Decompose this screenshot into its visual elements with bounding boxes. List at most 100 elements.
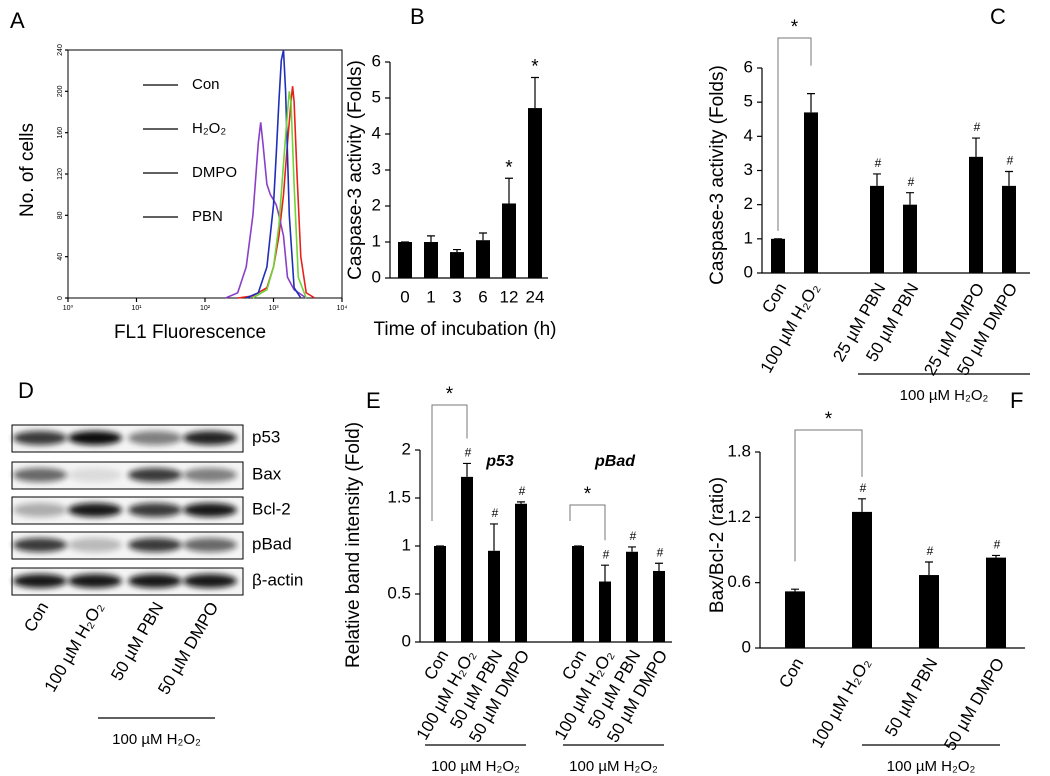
panel-letter: D	[18, 378, 34, 403]
bar	[515, 503, 527, 642]
error-bar	[463, 462, 471, 477]
bar	[785, 591, 805, 648]
x-tick-label: 3	[452, 287, 461, 306]
significance-marker: #	[492, 506, 499, 520]
bar	[398, 242, 412, 278]
y-tick-label: 6	[744, 57, 753, 76]
bracket-label: *	[825, 409, 833, 430]
panel-letter: E	[366, 388, 381, 413]
legend-label: DMPO	[192, 164, 237, 181]
y-tick-label: 1.8	[727, 441, 751, 460]
y-tick-label: 0	[57, 296, 64, 300]
error-bar	[655, 562, 663, 571]
error-bar	[791, 588, 799, 592]
y-tick-label: 1.5	[387, 487, 411, 506]
y-tick-label: 1	[372, 231, 381, 250]
bar	[903, 204, 917, 273]
y-axis-label: No. of cells	[17, 123, 38, 217]
significance-marker: *	[531, 56, 539, 77]
bar	[461, 476, 473, 642]
error-bar	[858, 498, 866, 512]
significance-marker: #	[875, 156, 882, 170]
blot-row-label: β-actin	[252, 570, 303, 589]
error-bar	[479, 232, 487, 241]
blot-lane-label: 50 µM PBN	[107, 599, 167, 684]
error-bar	[517, 501, 525, 504]
group-label: 100 µM H₂O₂	[569, 758, 658, 775]
bracket-label: *	[584, 484, 592, 505]
bar	[599, 581, 611, 642]
blot-lane-label: Con	[20, 599, 52, 636]
error-bar	[807, 93, 815, 113]
group-label: 100 µM H₂O₂	[887, 758, 976, 775]
error-bar	[628, 546, 636, 552]
y-tick-label: 120	[57, 168, 64, 180]
blot-band	[128, 503, 182, 517]
blot-band	[128, 431, 182, 445]
significance-bracket	[794, 429, 863, 562]
bar	[488, 550, 500, 642]
blot-band	[183, 538, 237, 552]
x-tick-label: 10¹	[131, 305, 142, 312]
error-bar	[925, 561, 933, 576]
y-tick-label: 1.2	[727, 507, 751, 526]
significance-marker: #	[603, 547, 610, 561]
y-tick-label: 0	[402, 631, 411, 650]
blot-band	[13, 538, 67, 552]
y-tick-label: 4	[372, 123, 381, 142]
bar	[476, 240, 490, 278]
y-tick-label: 200	[57, 85, 64, 97]
histogram-line	[237, 86, 316, 299]
bar	[572, 546, 584, 642]
blot-row-label: Bcl-2	[252, 499, 291, 518]
error-bar	[873, 173, 881, 186]
histogram-line	[252, 91, 307, 299]
y-tick-label: 3	[744, 160, 753, 179]
y-tick-label: 6	[372, 51, 381, 70]
y-axis-label: Caspase-3 activity (Folds)	[707, 65, 728, 285]
x-tick-label: 10²	[200, 305, 211, 312]
blot-row-label: pBad	[252, 534, 292, 553]
blot-band	[68, 574, 122, 588]
significance-marker: #	[657, 545, 664, 559]
y-tick-label: 4	[744, 126, 753, 145]
legend-label: H₂O₂	[192, 120, 226, 137]
x-tick-label: 1	[426, 287, 435, 306]
error-bar	[531, 76, 539, 109]
blot-band	[68, 468, 122, 482]
bracket-label: *	[791, 17, 799, 38]
error-bar	[1005, 170, 1013, 186]
group-label: 100 µM H₂O₂	[431, 758, 520, 775]
error-bar	[992, 554, 1000, 558]
y-tick-label: 40	[57, 253, 64, 261]
significance-marker: #	[465, 446, 472, 460]
x-tick-label: 10³	[268, 305, 279, 312]
significance-bracket	[569, 504, 606, 541]
y-tick-label: 3	[372, 159, 381, 178]
x-tick-label: 24	[526, 287, 545, 306]
bar	[771, 238, 785, 273]
significance-marker: #	[519, 484, 526, 498]
y-axis-label: Bax/Bcl-2 (ratio)	[707, 477, 728, 613]
blot-band	[183, 468, 237, 482]
bar	[450, 252, 464, 278]
blot-band	[128, 468, 182, 482]
bar	[804, 112, 818, 274]
error-bar	[601, 564, 609, 582]
y-tick-label: 80	[57, 211, 64, 219]
blot-band	[13, 468, 67, 482]
significance-marker: #	[1007, 154, 1014, 168]
bar	[434, 546, 446, 642]
blot-band	[13, 574, 67, 588]
error-bar	[505, 177, 513, 204]
y-tick-label: 5	[744, 92, 753, 111]
y-tick-label: 5	[372, 87, 381, 106]
y-tick-label: 0	[742, 637, 751, 656]
x-tick-label: 100 µM H₂O₂	[808, 655, 875, 752]
significance-bracket	[431, 404, 468, 521]
significance-marker: #	[630, 529, 637, 543]
bar	[528, 108, 542, 278]
bar	[653, 570, 665, 642]
y-tick-label: 0.6	[727, 572, 751, 591]
blot-row-label: p53	[252, 427, 280, 446]
